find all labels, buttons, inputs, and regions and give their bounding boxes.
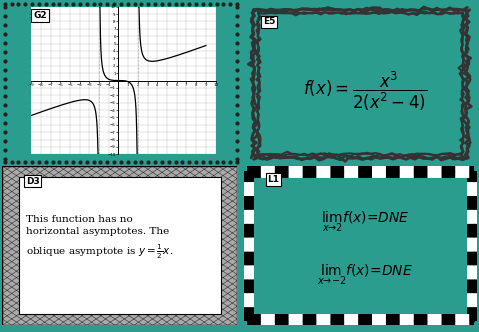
Text: $\lim_{x \to 2} f(x) = DNE$: $\lim_{x \to 2} f(x) = DNE$ xyxy=(321,209,410,234)
FancyBboxPatch shape xyxy=(2,166,237,325)
Text: $\lim_{x \to -2} f(x) = DNE$: $\lim_{x \to -2} f(x) = DNE$ xyxy=(317,262,413,287)
Text: E5: E5 xyxy=(263,18,275,27)
Text: This function has no
horizontal asymptotes. The
oblique asymptote is $y=\frac{1}: This function has no horizontal asymptot… xyxy=(26,214,173,261)
Text: D3: D3 xyxy=(26,177,40,186)
Text: G2: G2 xyxy=(33,11,46,20)
FancyBboxPatch shape xyxy=(19,177,221,314)
Text: $f(x) = \dfrac{x^3}{2(x^2-4)}$: $f(x) = \dfrac{x^3}{2(x^2-4)}$ xyxy=(303,69,427,113)
Text: L1: L1 xyxy=(267,175,280,184)
